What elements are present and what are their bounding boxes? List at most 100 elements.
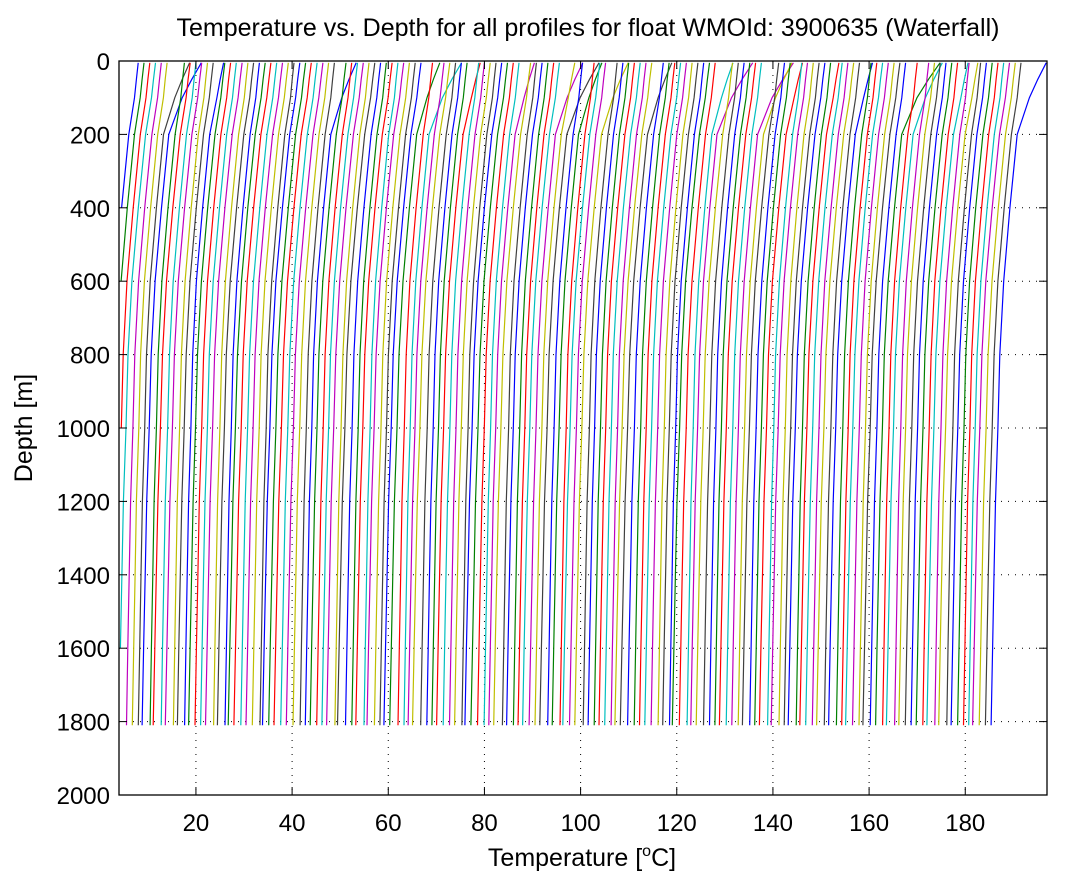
profile-line: [678, 62, 716, 726]
profile-line: [164, 62, 203, 726]
x-tick-label: 80: [471, 810, 498, 837]
y-axis-label: Depth [m]: [10, 374, 38, 482]
profile-line: [442, 62, 480, 726]
profile-line: [120, 62, 151, 429]
axes-box: [118, 60, 1048, 796]
profile-line: [224, 62, 260, 726]
profile-line: [754, 62, 791, 726]
profile-line: [805, 62, 843, 726]
profile-line: [321, 62, 359, 726]
profile-line: [512, 62, 549, 726]
profile-line: [251, 62, 289, 726]
y-tick-label: 400: [70, 196, 110, 223]
profile-line: [767, 62, 803, 726]
profile-line: [204, 62, 243, 726]
profile-line: [448, 62, 485, 726]
profile-line: [141, 62, 202, 726]
profile-line: [280, 62, 318, 726]
profile-line: [336, 62, 376, 726]
profile-line: [379, 62, 416, 726]
profile-line: [714, 62, 751, 726]
x-axis-label: Temperature [oC]: [488, 843, 676, 872]
profile-line: [355, 62, 393, 726]
profile-line: [121, 62, 139, 208]
profile-line: [894, 62, 930, 726]
profile-line: [363, 62, 399, 726]
profile-line: [188, 62, 226, 726]
y-tick-label: 2000: [57, 783, 110, 810]
x-tick-label: 140: [753, 810, 793, 837]
profile-line: [420, 62, 457, 726]
profile-line: [686, 62, 734, 726]
profile-line: [862, 62, 901, 726]
profile-line: [938, 62, 979, 726]
profile-line: [690, 62, 754, 726]
profile-line: [373, 62, 410, 726]
profile-line: [972, 62, 1011, 726]
profile-line: [882, 62, 918, 726]
x-tick-labels: 20 40 60 80 100 120 140 160 180: [183, 810, 986, 837]
profile-line: [240, 62, 278, 726]
x-tick-label: 20: [183, 810, 210, 837]
profile-line: [737, 62, 793, 726]
profile-line: [950, 62, 987, 726]
y-tick-label: 200: [70, 122, 110, 149]
profile-line: [501, 62, 537, 726]
x-tick-label: 120: [657, 810, 697, 837]
profile-line: [476, 62, 514, 726]
profile-line: [934, 62, 970, 726]
profile-line: [758, 62, 804, 726]
profile-line: [426, 62, 462, 726]
x-tick-label: 40: [279, 810, 306, 837]
profile-line: [534, 62, 576, 726]
profile-line: [559, 62, 595, 726]
profile-line: [725, 62, 762, 726]
profile-line: [522, 62, 560, 726]
profile-line: [268, 62, 307, 726]
profile-line: [638, 62, 676, 726]
profile-line: [568, 62, 607, 726]
profile-line: [488, 62, 535, 726]
profile-line: [411, 62, 451, 726]
x-tick-label: 160: [849, 810, 889, 837]
profile-line: [898, 62, 936, 726]
profile-line: [152, 62, 191, 726]
x-tick-label: 100: [561, 810, 601, 837]
profile-line: [841, 62, 878, 726]
profile-line: [633, 62, 670, 726]
y-tick-label: 1800: [57, 710, 110, 737]
profile-line: [403, 62, 463, 726]
x-axis-label-suffix: C]: [651, 844, 676, 872]
profile-line: [539, 62, 600, 726]
profile-line: [823, 62, 861, 726]
profile-line: [828, 62, 874, 726]
profile-line: [910, 62, 947, 726]
profile-line: [650, 62, 687, 726]
profile-line: [741, 62, 780, 726]
profile-line: [316, 62, 353, 726]
profile-line: [470, 62, 509, 726]
profile-line: [845, 62, 884, 726]
profile-line: [454, 62, 491, 726]
profile-line: [137, 62, 191, 726]
profile-line: [517, 62, 555, 726]
profile-lines: [119, 62, 1047, 726]
profile-line: [875, 62, 941, 726]
profile-line: [946, 62, 982, 726]
profile-line: [397, 62, 434, 726]
profile-line: [671, 62, 711, 726]
profile-line: [657, 62, 693, 726]
profile-line: [811, 62, 849, 726]
y-tick-label: 1200: [57, 489, 110, 516]
axis-ticks: [119, 60, 1047, 796]
profile-line: [344, 62, 382, 726]
profile-line: [662, 62, 699, 726]
profile-line: [593, 62, 630, 726]
profile-line: [708, 62, 745, 726]
profile-line: [407, 62, 445, 726]
profile-line: [587, 62, 624, 726]
y-tick-labels: 0 200 400 600 800 1000 1200 1400 1600 1800 2000: [57, 49, 110, 810]
profile-line: [795, 62, 832, 726]
profile-line: [627, 62, 664, 726]
profile-line: [309, 62, 347, 726]
